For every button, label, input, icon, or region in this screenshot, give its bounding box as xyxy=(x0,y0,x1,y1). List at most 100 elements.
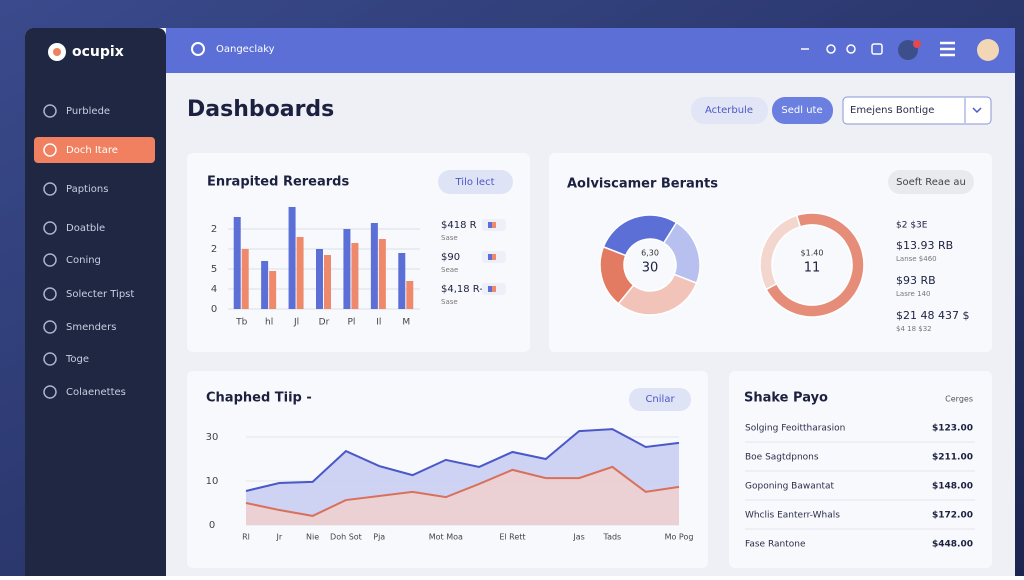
bar xyxy=(316,249,323,309)
y-tick-label: 4 xyxy=(211,284,217,295)
donut-segment xyxy=(599,245,635,305)
nav-icon xyxy=(43,352,57,366)
y-tick-label: 2 xyxy=(211,224,217,235)
bar xyxy=(261,261,269,309)
y-tick-label: 5 xyxy=(211,264,217,275)
nav-item[interactable]: Doch Itare xyxy=(66,145,118,156)
nav-icon xyxy=(43,287,57,301)
bar xyxy=(288,207,296,309)
bar xyxy=(233,217,241,309)
row-amount: $123.00 xyxy=(932,424,973,434)
nav-item[interactable]: Doatble xyxy=(66,223,105,234)
y-tick-label: 2 xyxy=(211,244,217,255)
x-tick-label: Il xyxy=(376,318,381,328)
stat-label: $4 18 $32 xyxy=(896,325,932,333)
button-bg[interactable] xyxy=(691,97,768,124)
nav-icon xyxy=(43,320,57,334)
bar xyxy=(269,271,277,309)
stat-value: $90 xyxy=(441,252,460,263)
avatar[interactable] xyxy=(898,40,918,60)
row-name: Boe Sagtdpnons xyxy=(745,453,819,463)
stat-value: $93 RB xyxy=(896,274,936,287)
stat-swatch xyxy=(488,222,492,228)
stat-value: $13.93 RB xyxy=(896,239,953,252)
bar xyxy=(241,249,249,309)
row-amount: $211.00 xyxy=(932,453,973,463)
y-tick-label: 0 xyxy=(209,520,215,531)
line xyxy=(245,465,680,517)
x-tick-label: M xyxy=(402,318,410,328)
badge xyxy=(913,40,921,48)
button-bg[interactable] xyxy=(772,97,833,124)
x-tick-label: Tads xyxy=(603,533,622,542)
row-amount: $172.00 xyxy=(932,511,973,521)
row-name: Whclis Eanterr-Whals xyxy=(745,511,840,521)
nav-item[interactable]: Smenders xyxy=(66,322,116,333)
bar xyxy=(343,229,351,309)
chevron xyxy=(972,107,982,114)
topbar-title: Oangeclaky xyxy=(216,44,275,55)
stat-label: Sase xyxy=(441,298,458,306)
avatar[interactable] xyxy=(977,39,999,61)
row-name: Fase Rantone xyxy=(745,540,806,550)
button-bg[interactable] xyxy=(888,170,974,194)
row-amount: $448.00 xyxy=(932,540,973,550)
sidebar xyxy=(25,28,166,580)
topbar-icon[interactable] xyxy=(191,42,205,56)
dropdown[interactable] xyxy=(842,96,992,125)
x-tick-label: Tb xyxy=(235,318,247,328)
nav-item[interactable]: Toge xyxy=(65,354,89,365)
x-tick-label: Pja xyxy=(373,533,385,542)
stat-label: Seae xyxy=(441,266,458,274)
nav-item[interactable]: Paptions xyxy=(66,184,108,195)
nav-icon xyxy=(43,182,57,196)
nav-item[interactable]: Solecter Tipst xyxy=(66,289,134,300)
x-tick-label: Rl xyxy=(242,533,250,542)
logo-dot xyxy=(53,48,61,56)
x-tick-label: Nie xyxy=(306,533,319,542)
stat-value: $21 48 437 $ xyxy=(896,309,969,322)
area xyxy=(246,466,679,525)
x-tick-label: Mot Moa xyxy=(429,533,463,542)
x-tick-label: El Rett xyxy=(499,533,525,542)
stat-swatch xyxy=(492,286,496,292)
bar xyxy=(398,253,406,309)
card-title: Enrapited Rereards xyxy=(207,175,349,190)
bar xyxy=(324,255,331,309)
donut-label: $1.40 xyxy=(801,249,824,258)
button-bg[interactable] xyxy=(629,388,691,411)
y-tick-label: 10 xyxy=(206,476,219,487)
stat-label: Lanse $460 xyxy=(896,255,937,263)
icon[interactable] xyxy=(846,44,856,54)
bar xyxy=(378,239,386,309)
table-header: Cerges xyxy=(945,395,973,404)
nav-item[interactable]: Colaenettes xyxy=(66,387,126,398)
nav-item[interactable]: Coning xyxy=(66,255,101,266)
button-bg[interactable] xyxy=(438,170,513,194)
nav-item[interactable]: Purblede xyxy=(66,106,110,117)
dropdown-label: Emejens Bontige xyxy=(850,105,934,116)
icon[interactable] xyxy=(871,43,883,55)
button: Cnilar xyxy=(645,394,675,405)
stat-swatch xyxy=(488,254,492,260)
x-tick-label: Jl xyxy=(293,318,299,328)
donut-value: 30 xyxy=(642,261,659,276)
nav-icon xyxy=(43,253,57,267)
y-tick-label: 30 xyxy=(206,432,219,443)
active-nav xyxy=(34,137,155,163)
icon[interactable] xyxy=(826,44,836,54)
x-tick-label: Pl xyxy=(347,318,355,328)
y-tick-label: 0 xyxy=(211,304,217,315)
stat-label: Sase xyxy=(441,234,458,242)
stat-swatch xyxy=(492,254,496,260)
page-title: Dashboards xyxy=(187,97,334,122)
x-tick-label: Mo Pog xyxy=(665,533,694,542)
x-tick-label: Dr xyxy=(319,318,330,328)
stat-value: $418 R xyxy=(441,220,477,231)
nav-icon xyxy=(43,104,57,118)
nav-icon xyxy=(43,143,57,157)
card xyxy=(729,371,992,568)
card-title: Shake Payo xyxy=(744,391,828,406)
bar xyxy=(370,223,378,309)
